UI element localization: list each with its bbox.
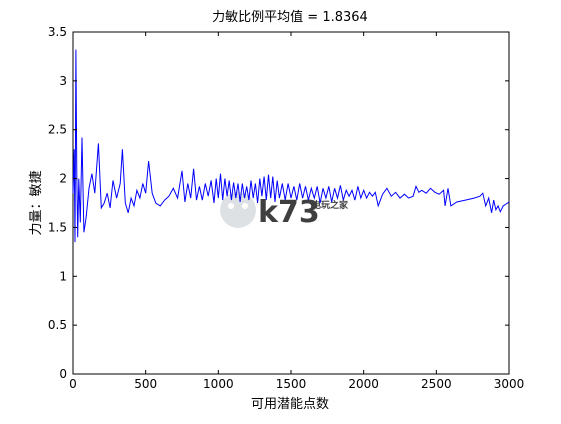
series-line bbox=[72, 49, 510, 243]
y-tick-label: 2.5 bbox=[48, 123, 67, 137]
x-tick-label: 0 bbox=[69, 377, 77, 391]
x-tick-label: 1000 bbox=[203, 377, 234, 391]
x-tick-label: 500 bbox=[134, 377, 157, 391]
x-tick-label: 1500 bbox=[276, 377, 307, 391]
x-tick-label: 2000 bbox=[348, 377, 379, 391]
data-layer bbox=[72, 49, 510, 243]
tick-layer: 0 500 1000 1500 2000 2500 3000 0 0.5 1 1.5 2 2.5 3 3.5 bbox=[48, 25, 524, 391]
y-tick-label: 2 bbox=[59, 172, 67, 186]
y-tick-label: 3.5 bbox=[48, 25, 67, 39]
watermark-text: k73 bbox=[258, 195, 320, 230]
chart-title: 力敏比例平均值 = 1.8364 bbox=[212, 9, 368, 25]
watermark-gamepad-icon bbox=[220, 192, 256, 228]
y-axis-title: 力量：敏捷 bbox=[29, 170, 44, 235]
y-tick-label: 1.5 bbox=[48, 220, 67, 234]
x-tick-label: 3000 bbox=[494, 377, 525, 391]
y-tick-label: 0.5 bbox=[48, 318, 67, 332]
watermark: k73 电玩之家 bbox=[220, 192, 349, 230]
watermark-subtext: 电玩之家 bbox=[312, 199, 349, 211]
y-tick-label: 3 bbox=[59, 74, 67, 88]
x-axis-title: 可用潜能点数 bbox=[251, 397, 329, 412]
x-tick-label: 2500 bbox=[421, 377, 452, 391]
y-tick-label: 0 bbox=[59, 367, 67, 381]
y-tick-label: 1 bbox=[59, 269, 67, 283]
